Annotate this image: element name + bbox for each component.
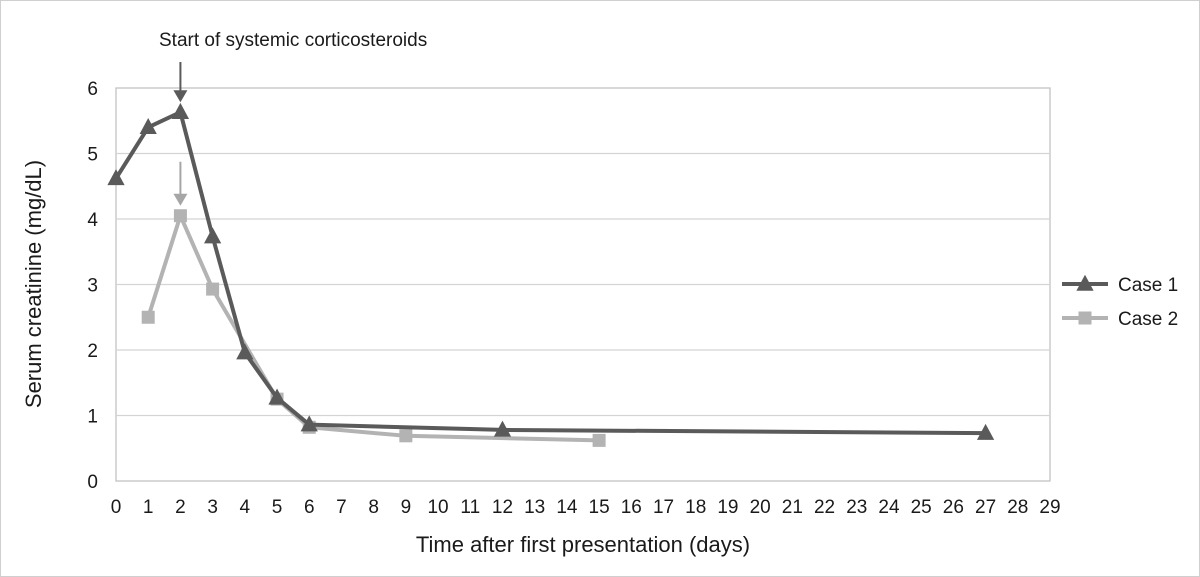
x-tick-label: 25: [911, 497, 932, 518]
x-tick-label: 26: [943, 497, 964, 518]
triangle-marker: [139, 118, 157, 135]
square-marker: [141, 310, 155, 324]
legend-label: Case 1: [1118, 275, 1178, 296]
triangle-marker: [268, 388, 286, 405]
x-tick-label: 10: [427, 497, 448, 518]
triangle-marker: [107, 169, 125, 186]
x-tick-label: 19: [717, 497, 738, 518]
y-tick-label: 4: [87, 210, 98, 231]
x-tick-label: 15: [589, 497, 610, 518]
x-tick-label: 0: [111, 497, 122, 518]
x-tick-label: 4: [240, 497, 251, 518]
y-tick-label: 0: [87, 472, 98, 493]
triangle-marker: [236, 343, 254, 360]
x-tick-label: 1: [143, 497, 154, 518]
y-tick-label: 3: [87, 276, 98, 297]
square-marker: [1078, 311, 1092, 325]
x-tick-label: 24: [878, 497, 900, 518]
x-tick-label: 12: [492, 497, 513, 518]
x-tick-label: 22: [814, 497, 835, 518]
annotation-layer: Start of systemic corticosteroids: [159, 30, 427, 206]
x-tick-label: 5: [272, 497, 283, 518]
y-tick-label: 6: [87, 79, 98, 100]
legend-item: Case 1: [1062, 274, 1178, 296]
legend: Case 1 Case 2: [1062, 274, 1178, 330]
x-tick-label: 27: [975, 497, 996, 518]
annotation-arrow-head: [173, 90, 188, 103]
y-axis-ticks: 0 1 2 3 4 5 6: [87, 79, 98, 493]
x-tick-label: 14: [556, 497, 578, 518]
y-tick-label: 1: [87, 407, 98, 428]
x-tick-label: 13: [524, 497, 545, 518]
gridlines: [116, 152, 1050, 417]
legend-item: Case 2: [1062, 309, 1178, 330]
x-tick-label: 11: [460, 497, 480, 518]
square-marker: [206, 282, 220, 296]
x-tick-label: 17: [653, 497, 674, 518]
x-tick-label: 7: [336, 497, 347, 518]
square-marker: [399, 429, 413, 443]
triangle-marker: [171, 102, 190, 119]
square-marker: [592, 433, 606, 447]
x-tick-label: 29: [1039, 497, 1060, 518]
x-axis-title: Time after first presentation (days): [416, 532, 750, 557]
triangle-marker: [1076, 274, 1094, 291]
triangle-marker: [203, 227, 222, 244]
triangle-marker: [300, 415, 318, 432]
x-tick-label: 2: [175, 497, 186, 518]
x-tick-label: 8: [368, 497, 379, 518]
x-tick-label: 9: [401, 497, 412, 518]
x-tick-label: 3: [207, 497, 218, 518]
series-case-1: [107, 102, 995, 440]
square-marker: [173, 209, 187, 223]
y-axis-title: Serum creatinine (mg/dL): [21, 160, 46, 408]
y-tick-label: 2: [87, 341, 98, 362]
series-layer: [107, 102, 995, 447]
triangle-marker: [976, 423, 995, 440]
x-axis-ticks: 0 1 2 3 4 5 6 7 8 9 10 11 12 13 14 15 16 17 18 19 20 21 22 23 24…: [111, 497, 1061, 518]
x-tick-label: 6: [304, 497, 315, 518]
x-tick-label: 16: [621, 497, 642, 518]
legend-label: Case 2: [1118, 309, 1178, 330]
annotation-label: Start of systemic corticosteroids: [159, 30, 427, 51]
x-tick-label: 20: [750, 497, 771, 518]
x-tick-label: 28: [1007, 497, 1028, 518]
x-tick-label: 21: [782, 497, 803, 518]
annotation-arrow-head: [173, 193, 188, 206]
y-tick-label: 5: [87, 145, 98, 166]
x-tick-label: 18: [685, 497, 706, 518]
triangle-marker: [493, 420, 512, 437]
x-tick-label: 23: [846, 497, 867, 518]
